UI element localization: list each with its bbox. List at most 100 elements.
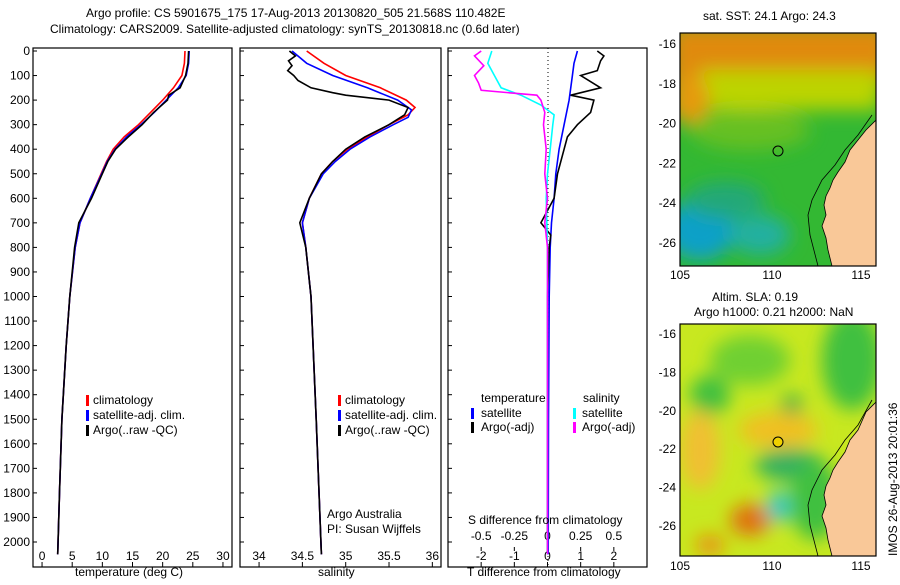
depth-tick-label: 700 xyxy=(10,216,30,230)
legend-swatch-climatology xyxy=(338,395,341,406)
lat-tick-label: -26 xyxy=(659,519,677,533)
series-line-t-argo-adj- xyxy=(539,50,605,555)
salinity-axis-label: salinity xyxy=(318,565,355,579)
depth-tick-label: 200 xyxy=(10,93,30,107)
depth-tick-label: 1200 xyxy=(3,339,30,353)
title-line-1: Argo profile: CS 5901675_175 17-Aug-2013… xyxy=(86,6,505,20)
salinity-legend: climatology satellite-adj. clim. Argo(..… xyxy=(338,393,437,437)
legend-label: Argo(-adj) xyxy=(481,420,534,434)
lat-tick-label: -16 xyxy=(659,37,677,51)
title-line-2: Climatology: CARS2009. Satellite-adjuste… xyxy=(50,22,520,36)
depth-tick-label: 800 xyxy=(10,240,30,254)
legend-heading-temperature: temperature xyxy=(481,391,546,405)
legend-swatch-argo xyxy=(86,425,89,436)
x-tick-label: 25 xyxy=(186,549,200,563)
x-tick-label: 15 xyxy=(126,549,140,563)
x-tick-label: 5 xyxy=(69,549,76,563)
x-tick-label: 2 xyxy=(610,549,617,563)
series-line-satellite-adj-clim- xyxy=(56,50,190,555)
lon-tick-label: 105 xyxy=(670,559,690,573)
depth-tick-label: 1400 xyxy=(3,388,30,402)
argo-australia-label: Argo Australia xyxy=(327,507,402,521)
bathymetry-contour xyxy=(807,399,873,556)
x-tick-label: 30 xyxy=(216,549,230,563)
bathymetry-contour xyxy=(807,114,873,266)
legend-swatch-climatology xyxy=(86,395,89,406)
sla-map xyxy=(680,324,876,556)
depth-tick-label: 2000 xyxy=(3,535,30,549)
lat-tick-label: -22 xyxy=(659,156,677,170)
salinity-curves xyxy=(286,50,417,555)
legend-label: satellite xyxy=(481,406,522,420)
depth-tick-label: 1100 xyxy=(4,314,30,328)
lat-tick-label: -18 xyxy=(659,77,677,91)
legend-swatch-argo xyxy=(338,425,341,436)
series-line-climatology xyxy=(56,50,186,555)
difference-legend: temperature satellite Argo(-adj) salinit… xyxy=(471,391,635,434)
legend-label: climatology xyxy=(345,393,405,407)
lat-tick-label: -20 xyxy=(659,117,677,131)
s-diff-tick-label: -0.25 xyxy=(501,529,529,543)
temperature-legend: climatology satellite-adj. clim. Argo(..… xyxy=(86,393,185,437)
s-diff-tick-label: -0.5 xyxy=(471,529,492,543)
depth-tick-label: 500 xyxy=(10,167,30,181)
legend-swatch-t-satellite xyxy=(471,408,474,419)
depth-tick-label: 1600 xyxy=(3,437,30,451)
legend-label: climatology xyxy=(93,393,153,407)
legend-label: Argo(..raw -QC) xyxy=(93,423,178,437)
temperature-axis-label: temperature (deg C) xyxy=(75,565,183,579)
sla-map-title-2: Argo h1000: 0.21 h2000: NaN xyxy=(694,305,853,319)
legend-swatch-satellite xyxy=(338,410,341,421)
argo-location-marker xyxy=(772,145,784,157)
x-tick-label: 0 xyxy=(39,549,46,563)
x-tick-label: 34 xyxy=(252,549,266,563)
depth-tick-label: 1900 xyxy=(3,510,30,524)
s-diff-tick-label: 0.5 xyxy=(605,529,622,543)
depth-tick-label: 900 xyxy=(10,265,30,279)
s-difference-axis-label: S difference from climatology xyxy=(468,513,623,527)
lon-tick-label: 105 xyxy=(670,268,690,282)
depth-tick-label: 1500 xyxy=(3,412,30,426)
land-australia xyxy=(821,401,876,556)
legend-heading-salinity: salinity xyxy=(583,391,620,405)
salinity-panel-frame xyxy=(239,47,442,568)
depth-tick-label: 1000 xyxy=(3,290,30,304)
sla-map-title-1: Altim. SLA: 0.19 xyxy=(712,290,798,304)
legend-label: Argo(..raw -QC) xyxy=(345,423,430,437)
x-tick-label: 10 xyxy=(96,549,110,563)
x-tick-label: -1 xyxy=(509,549,520,563)
s-diff-tick-label: 0.25 xyxy=(569,529,593,543)
temperature-curves xyxy=(56,50,190,555)
x-tick-label: -2 xyxy=(476,549,487,563)
argo-location-marker xyxy=(772,436,784,448)
x-tick-label: 36 xyxy=(426,549,440,563)
lat-tick-label: -26 xyxy=(659,236,677,250)
legend-label: Argo(-adj) xyxy=(582,420,635,434)
series-line-argo-raw-qc- xyxy=(56,50,190,555)
sla-map-frame xyxy=(679,323,877,557)
legend-label: satellite-adj. clim. xyxy=(93,408,185,422)
pi-label: PI: Susan Wijffels xyxy=(327,522,421,536)
lon-tick-label: 115 xyxy=(851,268,870,282)
temperature-panel-frame xyxy=(32,47,233,568)
legend-swatch-satellite xyxy=(86,410,89,421)
legend-swatch-s-argo xyxy=(573,422,576,433)
series-line-satellite-adj-clim- xyxy=(291,50,413,555)
lon-tick-label: 115 xyxy=(851,559,870,573)
series-line-argo-raw-qc- xyxy=(286,50,410,555)
x-tick-label: 34.5 xyxy=(291,549,315,563)
sst-map-title: sat. SST: 24.1 Argo: 24.3 xyxy=(703,9,836,23)
sst-map-frame xyxy=(679,32,877,267)
lat-tick-label: -24 xyxy=(659,481,677,495)
x-tick-label: 1 xyxy=(577,549,584,563)
legend-label: satellite xyxy=(582,406,623,420)
t-difference-axis-label: T difference from climatology xyxy=(467,565,621,579)
x-tick-label: 35.5 xyxy=(377,549,401,563)
depth-tick-label: 0 xyxy=(23,44,30,58)
legend-swatch-t-argo xyxy=(471,422,474,433)
lat-tick-label: -16 xyxy=(659,327,677,341)
lat-tick-label: -18 xyxy=(659,365,677,379)
lat-tick-label: -24 xyxy=(659,196,677,210)
difference-curves xyxy=(473,50,605,555)
